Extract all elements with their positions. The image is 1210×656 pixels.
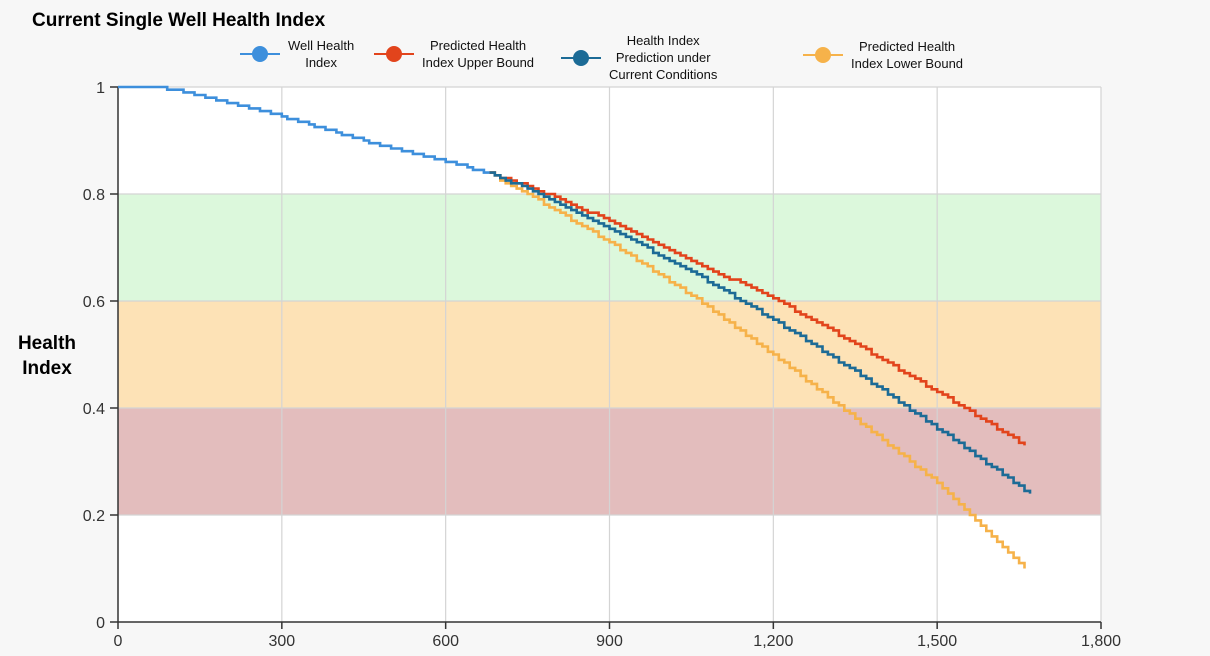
x-tick-label: 900	[596, 633, 623, 650]
x-tick-label: 0	[114, 633, 123, 650]
legend-swatch	[561, 49, 601, 67]
x-tick-label: 1,200	[753, 633, 793, 650]
x-tick-label: 1,800	[1081, 633, 1121, 650]
series-line-2	[489, 171, 1032, 494]
y-tick-label: 1	[96, 80, 105, 97]
series-line-3	[489, 171, 1026, 569]
legend-item-well-health-index[interactable]: Well Health Index	[240, 37, 354, 71]
legend-swatch	[803, 46, 843, 64]
y-tick-label: 0	[96, 615, 105, 632]
legend-label: Health Index Prediction under Current Co…	[609, 33, 718, 82]
x-tick-label: 1,500	[917, 633, 957, 650]
y-axis-label: Health Index	[17, 333, 77, 379]
legend-item-lower-bound[interactable]: Predicted Health Index Lower Bound	[803, 38, 963, 72]
y-tick-label: 0.8	[83, 187, 105, 204]
legend: Well Health Index Predicted Health Index…	[0, 0, 1210, 83]
x-tick-label: 300	[268, 633, 295, 650]
y-tick-label: 0.2	[83, 508, 105, 525]
series-line-1	[489, 171, 1026, 446]
legend-swatch	[374, 45, 414, 63]
chart-title: Current Single Well Health Index	[32, 10, 326, 31]
series-line-0	[118, 85, 490, 174]
legend-item-current-conditions[interactable]: Health Index Prediction under Current Co…	[561, 32, 717, 83]
legend-label: Predicted Health Index Lower Bound	[851, 39, 964, 71]
series-lines	[118, 85, 1032, 569]
y-tick-label: 0.6	[83, 294, 105, 311]
legend-label: Well Health Index	[288, 38, 355, 70]
axes	[110, 86, 1102, 629]
legend-label: Predicted Health Index Upper Bound	[422, 38, 535, 70]
tick-labels: 0 300 600 900 1,200 1,500 1,800 0 0.2 0.4 0.6 0.8 1	[83, 80, 1121, 650]
x-tick-label: 600	[432, 633, 459, 650]
legend-item-upper-bound[interactable]: Predicted Health Index Upper Bound	[374, 37, 534, 71]
y-tick-label: 0.4	[83, 401, 105, 418]
legend-swatch	[240, 45, 280, 63]
